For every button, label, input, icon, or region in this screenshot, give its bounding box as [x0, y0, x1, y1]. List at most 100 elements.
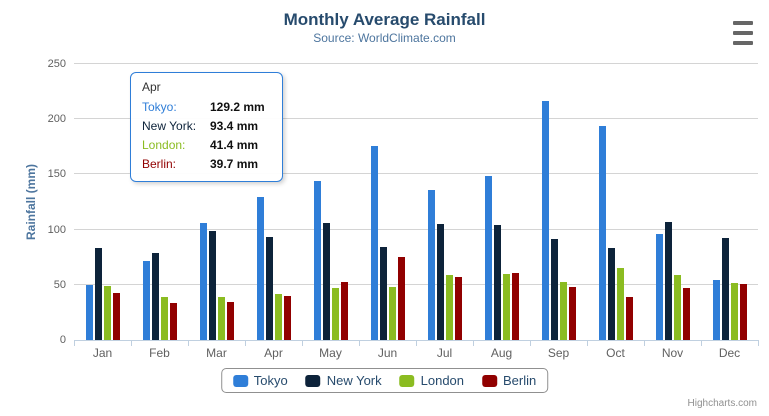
category-group-mar — [188, 64, 245, 340]
column-tokyo-sep[interactable] — [541, 101, 549, 340]
column-new-york-jun[interactable] — [379, 246, 387, 340]
y-tick-label-0: 0 — [59, 334, 66, 346]
column-london-sep[interactable] — [559, 282, 567, 340]
tooltip-row-new-york: New York: 93.4 mm — [142, 117, 270, 136]
tooltip-series-label: London: — [142, 138, 186, 152]
gridline-100 — [74, 228, 758, 230]
x-axis-tick — [74, 340, 75, 346]
column-london-feb[interactable] — [160, 297, 168, 340]
column-berlin-nov[interactable] — [682, 288, 690, 340]
column-berlin-oct[interactable] — [625, 296, 633, 340]
category-group-apr — [245, 64, 302, 340]
x-axis-label-jan: Jan — [92, 346, 113, 360]
column-new-york-oct[interactable] — [607, 247, 615, 340]
category-group-jan — [74, 64, 131, 340]
column-new-york-jan[interactable] — [94, 247, 102, 340]
legend-item-tokyo[interactable]: Tokyo — [232, 373, 288, 388]
x-axis-tick — [302, 340, 303, 346]
legend-item-new-york[interactable]: New York — [305, 373, 382, 388]
category-group-may — [302, 64, 359, 340]
column-berlin-jul[interactable] — [454, 276, 462, 340]
column-london-jun[interactable] — [388, 286, 396, 340]
column-london-dec[interactable] — [730, 283, 738, 340]
column-london-jul[interactable] — [445, 274, 453, 340]
credits-link[interactable]: Highcharts.com — [687, 398, 757, 409]
gridline-250 — [74, 63, 758, 64]
legend-item-london[interactable]: London — [399, 373, 465, 388]
column-berlin-feb[interactable] — [169, 303, 177, 340]
column-london-mar[interactable] — [217, 296, 225, 340]
legend-swatch-icon — [399, 374, 415, 387]
legend-item-berlin[interactable]: Berlin — [482, 373, 536, 388]
tooltip-rows: Tokyo: 129.2 mm New York: 93.4 mm London: 41.… — [142, 98, 270, 174]
column-new-york-jul[interactable] — [436, 224, 444, 340]
tooltip-series-value: 129.2 mm — [210, 100, 265, 114]
column-new-york-aug[interactable] — [493, 224, 501, 340]
y-tick-label-250: 250 — [47, 58, 66, 70]
x-axis-tick — [758, 340, 759, 346]
tooltip-series-label: New York: — [142, 119, 197, 133]
column-tokyo-aug[interactable] — [484, 176, 492, 340]
x-axis-label-nov: Nov — [661, 346, 684, 360]
x-axis-tick — [473, 340, 474, 346]
x-axis-tick — [245, 340, 246, 346]
hamburger-menu-icon — [733, 41, 753, 45]
column-tokyo-nov[interactable] — [655, 234, 663, 340]
y-tick-label-150: 150 — [47, 168, 66, 181]
column-berlin-apr[interactable] — [283, 296, 291, 340]
column-new-york-feb[interactable] — [151, 253, 159, 340]
column-berlin-sep[interactable] — [568, 287, 576, 340]
category-group-aug — [473, 64, 530, 340]
column-tokyo-oct[interactable] — [598, 125, 606, 340]
column-berlin-jan[interactable] — [112, 293, 120, 340]
column-tokyo-jun[interactable] — [370, 145, 378, 340]
column-new-york-mar[interactable] — [208, 231, 216, 340]
column-new-york-nov[interactable] — [664, 222, 672, 340]
column-new-york-apr[interactable] — [265, 236, 273, 340]
column-new-york-may[interactable] — [322, 222, 330, 340]
column-tokyo-mar[interactable] — [199, 222, 207, 340]
legend-label: New York — [326, 373, 382, 388]
column-london-apr[interactable] — [274, 294, 282, 340]
column-london-jan[interactable] — [103, 286, 111, 340]
tooltip-series-value: 39.7 mm — [210, 157, 259, 171]
x-axis-label-jul: Jul — [436, 346, 453, 360]
column-berlin-jun[interactable] — [397, 256, 405, 340]
tooltip: Apr Tokyo: 129.2 mm New York: 93.4 mm London… — [130, 72, 283, 182]
column-berlin-mar[interactable] — [226, 301, 234, 340]
tooltip-row-london: London: 41.4 mm — [142, 136, 270, 155]
x-axis-label-mar: Mar — [206, 346, 227, 360]
tooltip-row-tokyo: Tokyo: 129.2 mm — [142, 98, 270, 117]
column-new-york-dec[interactable] — [721, 238, 729, 340]
column-new-york-sep[interactable] — [550, 239, 558, 340]
column-tokyo-jan[interactable] — [85, 284, 93, 340]
category-group-sep — [530, 64, 587, 340]
y-tick-label-50: 50 — [53, 278, 66, 291]
legend-label: London — [420, 373, 465, 388]
tooltip-series-label: Tokyo: — [142, 100, 177, 114]
gridline-150 — [74, 173, 758, 175]
column-london-oct[interactable] — [616, 268, 624, 340]
column-tokyo-dec[interactable] — [712, 279, 720, 340]
legend-label: Berlin — [503, 373, 537, 388]
column-london-may[interactable] — [331, 288, 339, 340]
column-tokyo-may[interactable] — [313, 181, 321, 340]
column-london-nov[interactable] — [673, 274, 681, 340]
legend-swatch-icon — [305, 374, 321, 387]
column-berlin-dec[interactable] — [739, 283, 747, 340]
gridline-200 — [74, 118, 758, 120]
column-tokyo-jul[interactable] — [427, 190, 435, 340]
chart-subtitle: Source: WorldClimate.com — [313, 31, 456, 45]
tooltip-row-berlin: Berlin: 39.7 mm — [142, 155, 270, 174]
column-berlin-may[interactable] — [340, 281, 348, 340]
column-london-aug[interactable] — [502, 274, 510, 340]
column-tokyo-feb[interactable] — [142, 261, 150, 340]
plot-area — [74, 63, 758, 341]
x-axis-tick — [131, 340, 132, 346]
column-berlin-aug[interactable] — [511, 273, 519, 340]
column-tokyo-apr[interactable] — [256, 197, 264, 340]
export-menu-button[interactable] — [732, 20, 754, 46]
tooltip-series-value: 41.4 mm — [210, 138, 259, 152]
chart-title: Monthly Average Rainfall — [283, 10, 486, 29]
x-axis-label-oct: Oct — [606, 346, 625, 360]
